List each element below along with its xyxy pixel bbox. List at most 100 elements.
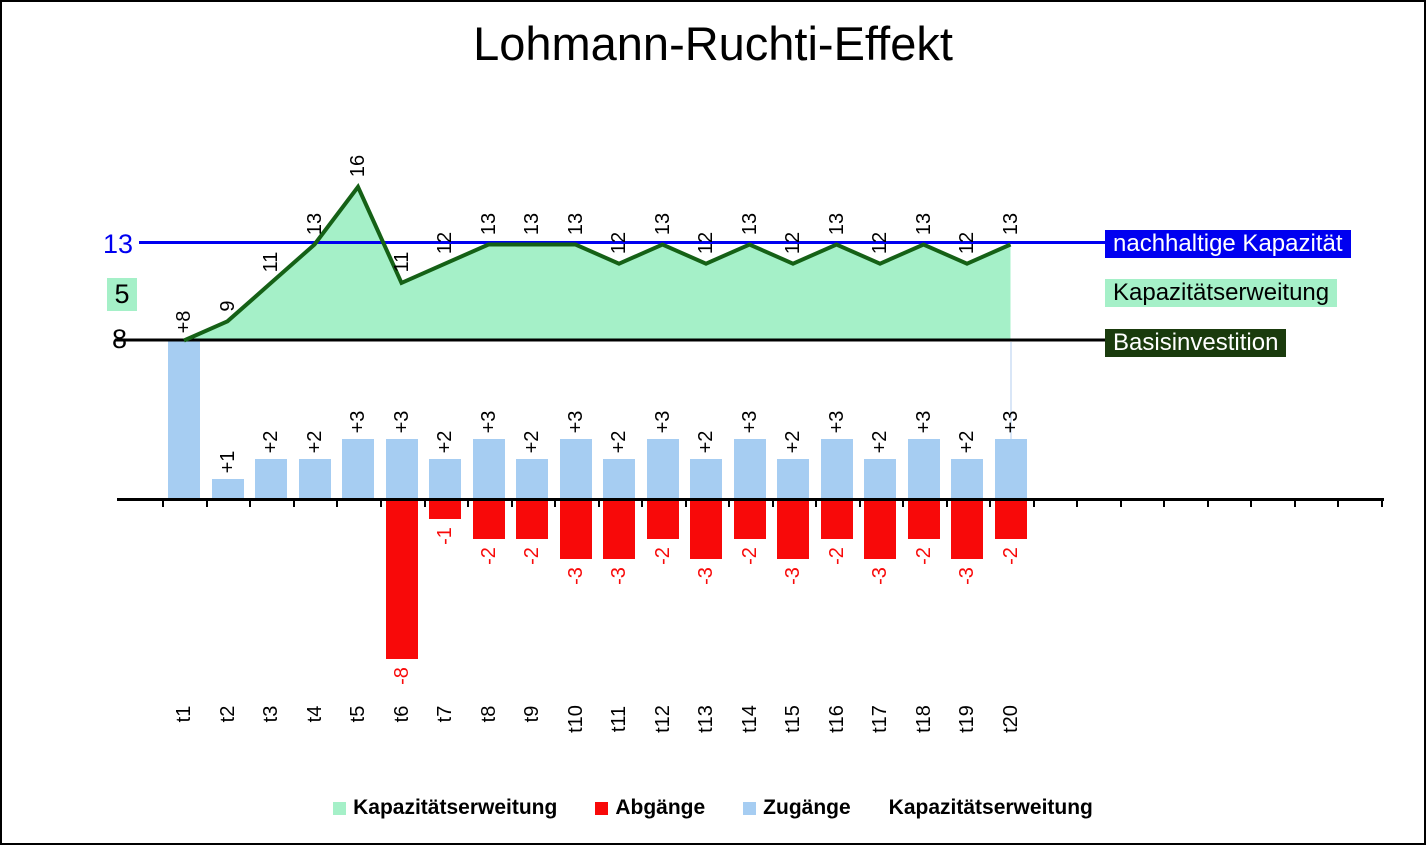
x-axis-label-t11: t11 bbox=[608, 705, 630, 733]
abgaenge-bar-label: -3 bbox=[608, 567, 630, 585]
legend-item-abgaenge: Abgänge bbox=[595, 796, 705, 820]
zugaenge-bar-label: +8 bbox=[173, 310, 195, 334]
x-axis-label-t6: t6 bbox=[390, 705, 413, 723]
zugaenge-bar-t16 bbox=[820, 439, 853, 499]
x-axis-label-t1: t1 bbox=[173, 705, 195, 723]
zugaenge-bar-label: +3 bbox=[738, 410, 761, 434]
zugaenge-bar-t13 bbox=[690, 459, 722, 499]
kapazitaet-point-label: 13 bbox=[738, 212, 761, 236]
abgaenge-bar-t16 bbox=[820, 499, 853, 539]
zugaenge-bar-t3 bbox=[255, 459, 287, 499]
abgaenge-bar-t7 bbox=[429, 499, 461, 519]
x-axis-label-t17: t17 bbox=[869, 705, 891, 733]
gap-annotation-box: 5 bbox=[107, 278, 137, 311]
zugaenge-bar-t12 bbox=[646, 439, 679, 499]
x-axis-tick bbox=[641, 499, 644, 507]
kapazitaet-point-label: 11 bbox=[390, 252, 413, 273]
side-label-basisinvestition: Basisinvestition bbox=[1105, 329, 1287, 357]
legend-swatch-zugaenge bbox=[743, 801, 757, 815]
kapazitaet-point-label: 11 bbox=[260, 252, 282, 273]
abgaenge-bar-label: -2 bbox=[651, 547, 674, 565]
legend-swatch-kapazitaetserweitung bbox=[333, 801, 347, 815]
kapazitaet-point-label: 13 bbox=[999, 212, 1022, 236]
zugaenge-bar-t14 bbox=[733, 439, 766, 499]
kapazitaet-point-label: 13 bbox=[477, 212, 500, 236]
kapazitaet-point-label: 13 bbox=[912, 212, 935, 236]
zugaenge-bar-label: +3 bbox=[477, 410, 500, 434]
zugaenge-bar-t18 bbox=[907, 439, 940, 499]
zugaenge-bar-t2 bbox=[211, 479, 244, 499]
x-axis-tick bbox=[162, 499, 165, 507]
zugaenge-bar-label: +1 bbox=[216, 450, 239, 474]
x-axis-tick bbox=[989, 499, 992, 507]
x-axis-label-t5: t5 bbox=[347, 705, 369, 723]
x-axis-tick bbox=[1293, 499, 1296, 507]
kapazitaet-point-label: 12 bbox=[956, 232, 978, 255]
abgaenge-bar-t15 bbox=[777, 499, 809, 559]
zugaenge-bar-t20 bbox=[994, 439, 1027, 499]
abgaenge-bar-t14 bbox=[733, 499, 766, 539]
kapazitaet-point-label: 12 bbox=[434, 232, 456, 255]
abgaenge-bar-label: -3 bbox=[695, 567, 717, 585]
x-axis-label-t14: t14 bbox=[738, 705, 761, 733]
x-axis-label-t9: t9 bbox=[521, 705, 543, 723]
zugaenge-bar-t10 bbox=[559, 439, 592, 499]
abgaenge-bar-label: -2 bbox=[825, 547, 848, 565]
zugaenge-bar-t7 bbox=[429, 459, 461, 499]
zugaenge-bar-label: +3 bbox=[347, 410, 369, 434]
zugaenge-bar-t5 bbox=[342, 439, 374, 499]
zugaenge-bar-t11 bbox=[603, 459, 635, 499]
x-axis-tick bbox=[1380, 499, 1383, 507]
x-axis-tick bbox=[728, 499, 731, 507]
abgaenge-bar-label: -2 bbox=[912, 547, 935, 565]
x-axis-tick bbox=[1250, 499, 1253, 507]
kapazitaet-point-label: 12 bbox=[695, 232, 717, 255]
legend-item-kapazitaetserweitung: Kapazitätserweitung bbox=[333, 796, 557, 820]
x-axis-tick bbox=[510, 499, 513, 507]
zugaenge-bar-label: +2 bbox=[608, 430, 630, 454]
x-axis-label-t16: t16 bbox=[825, 705, 848, 733]
legend-item-kapazitaetserweitung-line: Kapazitätserweitung bbox=[889, 796, 1093, 820]
x-axis-tick bbox=[771, 499, 774, 507]
abgaenge-bar-label: -2 bbox=[521, 547, 543, 565]
abgaenge-bar-label: -2 bbox=[999, 547, 1022, 565]
x-axis-tick bbox=[597, 499, 600, 507]
x-axis-tick bbox=[858, 499, 861, 507]
x-axis-tick bbox=[1163, 499, 1166, 507]
zugaenge-bar-label: +2 bbox=[869, 430, 891, 454]
x-axis-label-t13: t13 bbox=[695, 705, 717, 733]
chart-title: Lohmann-Ruchti-Effekt bbox=[473, 17, 953, 70]
axis-label-13: 13 bbox=[102, 229, 133, 259]
legend-label: Zugänge bbox=[763, 796, 851, 819]
x-axis-tick bbox=[336, 499, 339, 507]
kapazitaet-point-label: 13 bbox=[303, 212, 326, 236]
zugaenge-bar-t9 bbox=[516, 459, 548, 499]
x-axis-tick bbox=[1337, 499, 1340, 507]
x-axis-tick bbox=[380, 499, 382, 507]
x-axis-label-t8: t8 bbox=[477, 705, 500, 723]
kapazitaet-point-label: 13 bbox=[521, 212, 543, 236]
x-axis-label-t7: t7 bbox=[434, 705, 456, 723]
abgaenge-bar-t17 bbox=[864, 499, 896, 559]
zugaenge-bar-t17 bbox=[864, 459, 896, 499]
zugaenge-bar-label: +3 bbox=[390, 410, 413, 434]
t20-gridline bbox=[1009, 342, 1012, 498]
abgaenge-bar-t13 bbox=[690, 499, 722, 559]
zugaenge-bar-label: +3 bbox=[651, 410, 674, 434]
x-axis-tick bbox=[1076, 499, 1079, 507]
zugaenge-bar-t4 bbox=[298, 459, 331, 499]
zugaenge-bar-t19 bbox=[951, 459, 983, 499]
x-axis-tick bbox=[554, 499, 557, 507]
zugaenge-bar-t15 bbox=[777, 459, 809, 499]
legend: Kapazitätserweitung Abgänge Zugänge Kapa… bbox=[2, 794, 1424, 822]
abgaenge-bar-t6 bbox=[385, 499, 418, 659]
kapazitaet-point-label: 13 bbox=[651, 212, 674, 236]
x-axis-tick bbox=[684, 499, 687, 507]
kapazitaet-point-label: 13 bbox=[825, 212, 848, 236]
kapazitaet-point-label: 16 bbox=[347, 155, 369, 178]
abgaenge-bar-label: -3 bbox=[956, 567, 978, 585]
zugaenge-bar-label: +2 bbox=[695, 430, 717, 454]
legend-label: Kapazitätserweitung bbox=[353, 796, 558, 819]
x-axis-tick bbox=[292, 499, 295, 507]
